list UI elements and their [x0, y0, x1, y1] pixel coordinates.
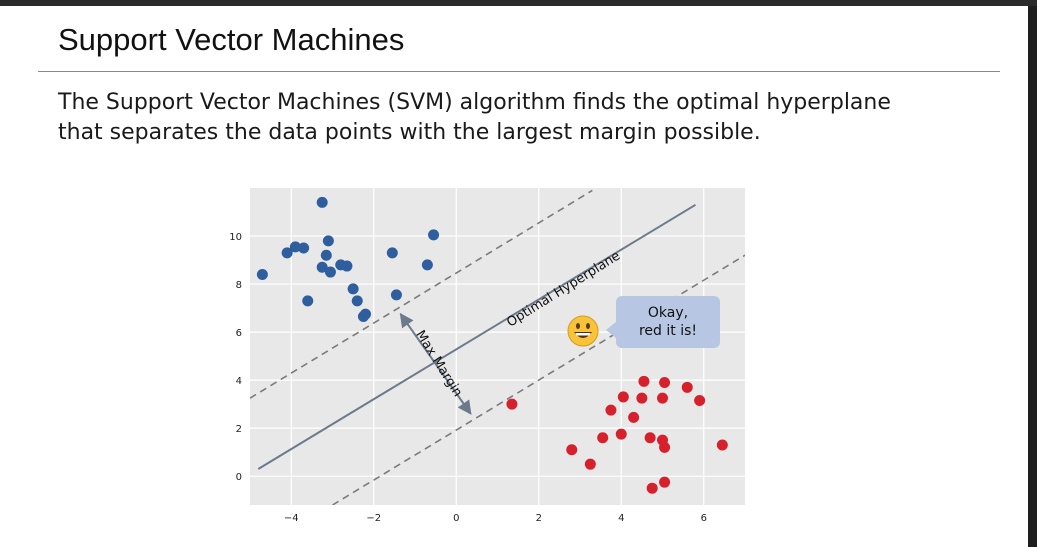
blue-data-point — [360, 308, 371, 320]
blue-data-point — [341, 260, 353, 272]
margin-line — [250, 189, 593, 399]
red-data-point — [605, 404, 617, 416]
red-data-point — [646, 482, 658, 494]
red-data-point — [716, 439, 728, 451]
slide-title: Support Vector Machines — [58, 22, 405, 57]
blue-data-point — [347, 283, 359, 295]
x-tick-label: 2 — [536, 513, 542, 524]
window-right-border — [1028, 6, 1037, 547]
bubble-line-1: Okay, — [647, 305, 689, 321]
window-top-bar — [0, 0, 1037, 6]
blue-data-point — [302, 295, 314, 307]
body-line-1: The Support Vector Machines (SVM) algori… — [58, 90, 891, 115]
red-data-point — [657, 392, 668, 404]
red-data-point — [506, 398, 518, 410]
blue-data-point — [281, 247, 293, 259]
x-tick-label: −2 — [366, 513, 381, 524]
blue-data-point — [421, 259, 433, 271]
red-data-point — [636, 392, 648, 404]
y-tick-label: 8 — [236, 280, 242, 291]
y-tick-label: 6 — [236, 328, 242, 339]
y-tick-label: 4 — [236, 376, 242, 387]
x-tick-label: −4 — [284, 513, 299, 524]
blue-data-point — [316, 261, 328, 273]
red-data-point — [615, 428, 627, 440]
blue-data-point — [320, 249, 332, 261]
blue-data-point — [289, 241, 301, 253]
body-line-2: that separates the data points with the … — [58, 120, 761, 145]
blue-data-point — [351, 295, 363, 307]
blue-data-point — [316, 196, 328, 208]
red-data-point — [644, 432, 656, 444]
y-tick-label: 2 — [236, 424, 242, 435]
y-tick-label: 10 — [229, 232, 242, 243]
speech-bubble: Okay, red it is! — [606, 296, 720, 348]
red-data-point — [617, 391, 629, 403]
x-tick-label: 6 — [701, 513, 707, 524]
blue-data-point — [256, 268, 268, 280]
blue-data-point — [322, 235, 334, 247]
red-data-point — [659, 377, 671, 389]
red-data-point — [659, 441, 671, 453]
bubble-line-2: red it is! — [638, 323, 698, 339]
grinning-face-icon — [567, 315, 599, 347]
red-data-point — [638, 375, 650, 387]
hyperplane-line — [257, 203, 697, 470]
blue-data-point — [386, 247, 398, 259]
blue-data-point — [390, 289, 402, 301]
y-tick-label: 0 — [236, 472, 242, 483]
red-data-point — [597, 432, 609, 444]
blue-data-point — [298, 242, 310, 254]
red-data-point — [659, 476, 671, 488]
title-divider — [38, 71, 1000, 72]
x-tick-label: 4 — [618, 513, 624, 524]
slide-body: The Support Vector Machines (SVM) algori… — [58, 88, 891, 148]
red-data-point — [566, 444, 578, 456]
x-tick-label: 0 — [453, 513, 459, 524]
red-data-point — [628, 411, 640, 423]
red-data-point — [681, 381, 693, 393]
red-data-point — [694, 395, 706, 407]
blue-data-point — [324, 266, 336, 278]
blue-data-point — [428, 229, 440, 241]
margin-arrow — [399, 312, 472, 415]
red-data-point — [584, 458, 596, 470]
